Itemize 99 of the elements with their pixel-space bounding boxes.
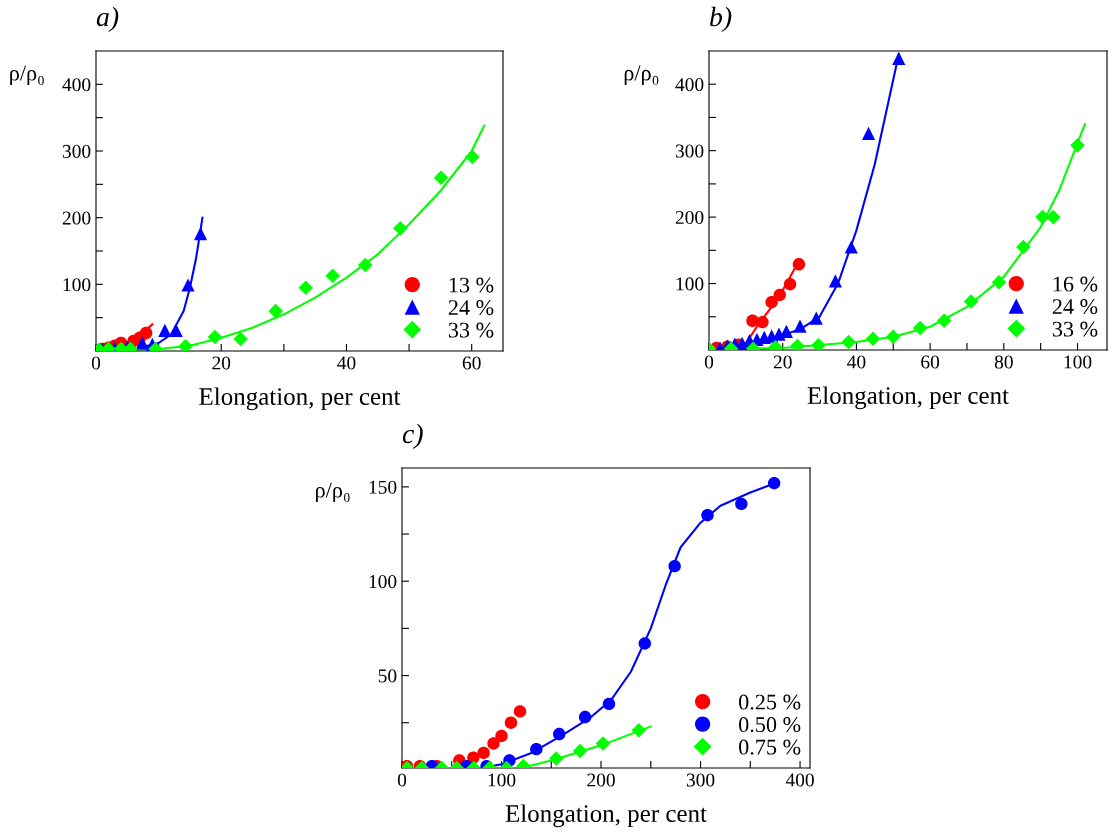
point <box>792 258 806 271</box>
legend-label: 0.75 % <box>739 739 801 755</box>
y-axis-title: ρ/ρ₀ <box>10 65 44 86</box>
point <box>756 315 769 329</box>
point <box>158 323 172 337</box>
point <box>783 278 797 291</box>
x-axis-title: Elongation, per cent <box>807 386 1009 410</box>
legend-label: 33 % <box>448 322 494 338</box>
point <box>465 149 480 165</box>
y-axis-title: ρ/ρ₀ <box>624 65 659 85</box>
point <box>1016 239 1031 255</box>
point <box>233 331 248 347</box>
point <box>477 746 490 760</box>
y-tick-label: 50 <box>378 669 397 683</box>
y-tick-label: 150 <box>369 480 397 494</box>
x-tick-label: 60 <box>921 355 940 369</box>
chart-title: b) <box>710 6 732 32</box>
point <box>861 126 876 140</box>
chart-title: a) <box>96 6 119 32</box>
y-tick-label: 100 <box>676 277 704 291</box>
point <box>178 339 193 351</box>
point <box>357 257 373 273</box>
x-tick-label: 100 <box>1064 355 1092 369</box>
legend-label: 33 % <box>1052 321 1098 337</box>
x-tick-label: 300 <box>686 773 715 787</box>
point <box>572 743 588 759</box>
x-axis-title: Elongation, per cent <box>199 387 401 411</box>
point <box>631 722 647 738</box>
x-tick-label: 0 <box>91 356 101 370</box>
point <box>885 329 901 344</box>
x-tick-label: 20 <box>773 355 792 369</box>
point <box>513 705 527 718</box>
point <box>735 497 748 511</box>
legend-label: 0.25 % <box>739 694 801 710</box>
point <box>811 338 826 350</box>
point <box>765 295 778 309</box>
x-tick-label: 0 <box>704 355 714 369</box>
x-tick-label: 40 <box>337 356 356 370</box>
point <box>668 559 681 573</box>
point <box>767 476 781 490</box>
point <box>298 280 314 295</box>
legend-label: 16 % <box>1053 276 1098 292</box>
y-tick-label: 300 <box>62 144 91 158</box>
legend-label: 24 % <box>1052 299 1098 315</box>
point <box>865 331 881 346</box>
point <box>578 710 592 724</box>
point <box>169 323 183 337</box>
y-tick-label: 300 <box>675 144 704 158</box>
y-tick-label: 100 <box>63 278 91 292</box>
point <box>701 508 714 522</box>
legend-label: 13 % <box>449 277 494 293</box>
point <box>773 288 786 302</box>
point <box>602 697 616 711</box>
point <box>504 716 518 729</box>
point <box>828 274 842 288</box>
point <box>207 329 223 345</box>
point <box>325 268 340 283</box>
x-tick-label: 100 <box>488 773 516 787</box>
chart-title: c) <box>402 423 423 449</box>
point <box>548 751 564 766</box>
point <box>936 313 952 329</box>
x-tick-label: 80 <box>994 355 1013 369</box>
point <box>495 729 508 743</box>
point <box>841 334 856 350</box>
point <box>595 736 611 751</box>
point <box>268 303 283 319</box>
point <box>844 240 858 254</box>
x-tick-label: 40 <box>847 355 866 369</box>
y-axis-title: ρ/ρ₀ <box>316 482 350 503</box>
point <box>135 336 149 350</box>
x-tick-label: 0 <box>397 773 407 787</box>
point <box>991 274 1007 290</box>
legend-label: 24 % <box>448 300 494 316</box>
point <box>553 727 566 741</box>
y-tick-label: 200 <box>62 211 91 225</box>
point <box>193 227 208 241</box>
point <box>809 311 823 325</box>
point <box>892 51 906 65</box>
y-tick-label: 200 <box>675 210 704 225</box>
point <box>433 170 449 185</box>
point <box>1070 138 1085 153</box>
x-axis-title: Elongation, per cent <box>505 804 707 828</box>
point <box>530 742 543 756</box>
point <box>963 294 979 309</box>
x-tick-label: 20 <box>212 356 231 370</box>
point <box>638 637 652 650</box>
legend-label: 0.50 % <box>739 717 801 733</box>
point <box>487 737 500 750</box>
y-tick-label: 400 <box>675 78 704 92</box>
point <box>139 326 153 340</box>
x-tick-label: 200 <box>587 773 615 787</box>
y-tick-label: 100 <box>369 575 397 589</box>
point <box>793 319 807 333</box>
point <box>393 221 408 236</box>
point <box>912 320 928 336</box>
point <box>181 278 195 292</box>
x-tick-label: 60 <box>462 356 481 370</box>
y-tick-label: 400 <box>62 78 91 92</box>
x-tick-label: 400 <box>785 773 814 787</box>
